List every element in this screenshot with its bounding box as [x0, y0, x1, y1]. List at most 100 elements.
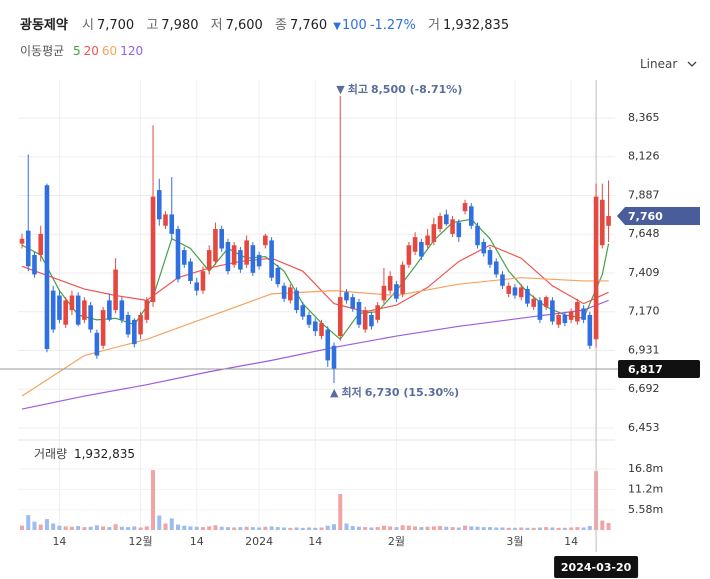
volume-bar — [431, 526, 436, 530]
candle-body — [32, 254, 37, 275]
candle-body — [188, 261, 193, 281]
candle-body — [156, 190, 162, 220]
candle-body — [344, 292, 349, 301]
volume-bar — [94, 525, 99, 530]
volume-bar — [569, 527, 574, 530]
volume-bar — [356, 526, 361, 530]
volume-bar — [163, 523, 168, 530]
candle-body — [412, 237, 418, 252]
field-label: 저 — [210, 18, 223, 33]
candle-body — [462, 203, 468, 212]
volume-bar — [82, 527, 87, 530]
volume-bar — [288, 527, 293, 530]
volume-bar — [537, 527, 542, 530]
volume-legend: 거래량 1,932,835 — [34, 445, 138, 462]
ma-legend-item: 60 — [101, 44, 118, 58]
candle-body — [356, 302, 362, 325]
volume-bar — [319, 527, 324, 530]
volume-bar — [425, 526, 430, 530]
volume-bar — [575, 527, 580, 530]
volume-bar — [469, 526, 474, 530]
volume-bar — [119, 526, 124, 530]
volume-bar — [294, 527, 299, 530]
candle-body — [306, 314, 312, 325]
candle-body — [431, 224, 437, 242]
candle-body — [213, 229, 218, 262]
ma-legend-item: 5 — [73, 44, 81, 58]
volume-bar — [481, 527, 486, 530]
volume-bar — [244, 526, 249, 530]
candle-body — [531, 298, 536, 307]
candle-body — [394, 284, 399, 299]
volume-bar — [525, 527, 530, 530]
volume-bar — [375, 527, 380, 530]
volume-tick-label: 5.58m — [628, 503, 663, 516]
scale-label: Linear — [640, 57, 678, 71]
volume-bar — [344, 523, 349, 530]
volume-bar — [581, 527, 586, 530]
volume-bar — [400, 525, 405, 530]
field-value: 7,760 — [289, 18, 328, 33]
candle-body — [150, 196, 156, 302]
annotation-label: 최저 — [341, 385, 361, 399]
stock-name: 광동제약 — [20, 18, 68, 33]
chevron — [687, 61, 697, 67]
field-value: 1,932,835 — [442, 18, 510, 33]
candle-body — [400, 264, 405, 294]
volume-bar — [250, 527, 255, 530]
volume-bar — [600, 520, 605, 530]
candle-body — [493, 261, 499, 275]
ma-legend: 이동평균 5 20 60 120 — [20, 42, 146, 59]
y-tick-label: 6,453 — [628, 421, 660, 434]
volume-bar — [488, 527, 492, 530]
change: 100 — [342, 18, 367, 33]
ma-legend-item: 120 — [120, 44, 144, 58]
annotation-marker: ▼ — [336, 83, 345, 96]
volume-bar — [263, 526, 268, 530]
y-tick-label: 7,648 — [628, 227, 660, 240]
volume-bar — [113, 524, 118, 530]
volume-bar — [51, 523, 56, 530]
candle-body — [194, 282, 200, 291]
candle-body — [543, 297, 549, 307]
x-tick-label: 14 — [308, 535, 322, 548]
candle-body — [350, 297, 356, 309]
candle-body — [512, 287, 518, 296]
volume-bar — [606, 522, 611, 530]
volume-bar — [20, 525, 24, 530]
volume-bar — [369, 527, 374, 530]
annotation-text: 8,500 (-8.71%) — [371, 83, 462, 96]
volume-bar — [325, 525, 330, 530]
candle-body — [381, 285, 387, 301]
volume-bar — [182, 525, 187, 530]
volume-bar — [269, 526, 274, 530]
candle-body — [250, 245, 256, 273]
candle-body — [468, 206, 474, 226]
volume-bar — [444, 526, 449, 530]
crosshair-price-box — [618, 359, 700, 378]
volume-bar — [388, 526, 393, 530]
volume-bar — [463, 525, 468, 530]
volume-bar — [63, 526, 68, 530]
volume-bar — [313, 527, 318, 530]
volume-bar — [307, 527, 312, 530]
x-tick-label: 14 — [190, 535, 204, 548]
volume-bar — [300, 527, 305, 530]
volume-bar — [219, 526, 224, 530]
volume-bar — [419, 527, 424, 530]
candle-body — [587, 314, 593, 346]
volume-bar — [531, 527, 536, 530]
candle-body — [144, 300, 150, 320]
scale-dropdown[interactable]: Linear — [640, 57, 697, 71]
candle-body — [206, 250, 212, 270]
field-label: 종 — [274, 18, 287, 33]
volume-title: 거래량 — [34, 447, 68, 461]
y-tick-label: 7,409 — [628, 266, 660, 279]
volume-bar — [200, 527, 205, 530]
candle-body — [132, 319, 137, 345]
candle-body — [82, 300, 87, 320]
candle-body — [481, 242, 487, 254]
volume-bar — [413, 526, 418, 530]
candle-body — [281, 285, 287, 299]
